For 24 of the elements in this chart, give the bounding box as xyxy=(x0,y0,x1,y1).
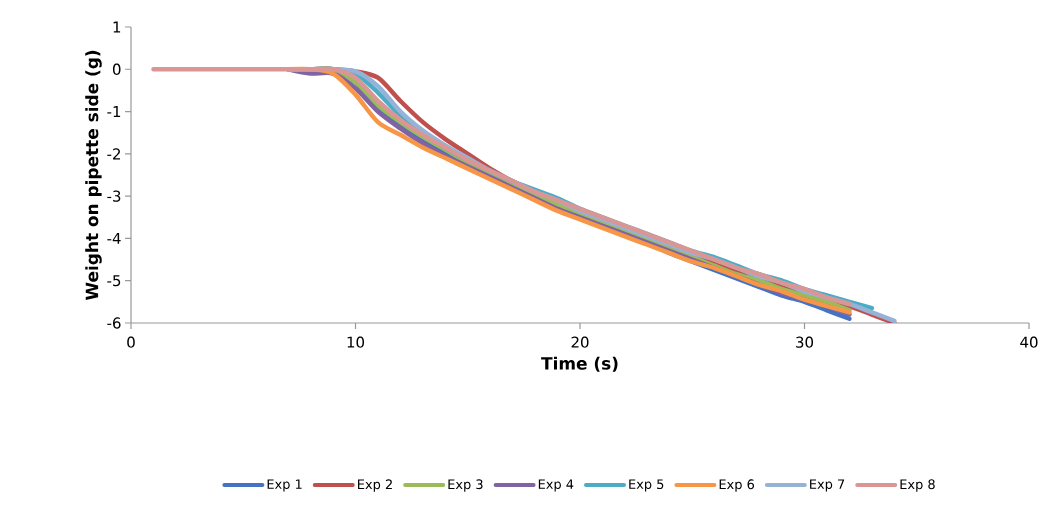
y-tick-label: -5 xyxy=(107,275,121,287)
legend-label: Exp 1 xyxy=(267,479,302,492)
legend-label: Exp 8 xyxy=(900,479,935,492)
x-axis-title: Time (s) xyxy=(541,356,618,372)
y-tick-label: 0 xyxy=(112,63,121,75)
legend-label: Exp 5 xyxy=(629,479,664,492)
y-tick-label: -6 xyxy=(107,317,121,329)
legend-label: Exp 7 xyxy=(810,479,845,492)
y-tick-label: -1 xyxy=(107,106,121,118)
line-series xyxy=(151,66,852,307)
legend-label: Exp 2 xyxy=(358,479,392,492)
y-tick-label: 1 xyxy=(113,21,121,33)
legend-label: Exp 3 xyxy=(448,479,483,492)
x-tick-label: 30 xyxy=(796,336,814,348)
x-tick-label: 10 xyxy=(347,336,365,348)
y-tick-label: -2 xyxy=(107,148,120,160)
legend-label: Exp 4 xyxy=(538,479,574,492)
y-tick-label: -4 xyxy=(107,232,121,244)
y-tick-label: -3 xyxy=(107,190,121,202)
x-tick-label: 40 xyxy=(1020,336,1038,348)
x-tick-label: 0 xyxy=(127,336,135,348)
y-axis-title: Weight on pipette side (g) xyxy=(85,50,102,301)
x-tick-label: 20 xyxy=(571,336,589,348)
legend-label: Exp 6 xyxy=(719,479,755,492)
